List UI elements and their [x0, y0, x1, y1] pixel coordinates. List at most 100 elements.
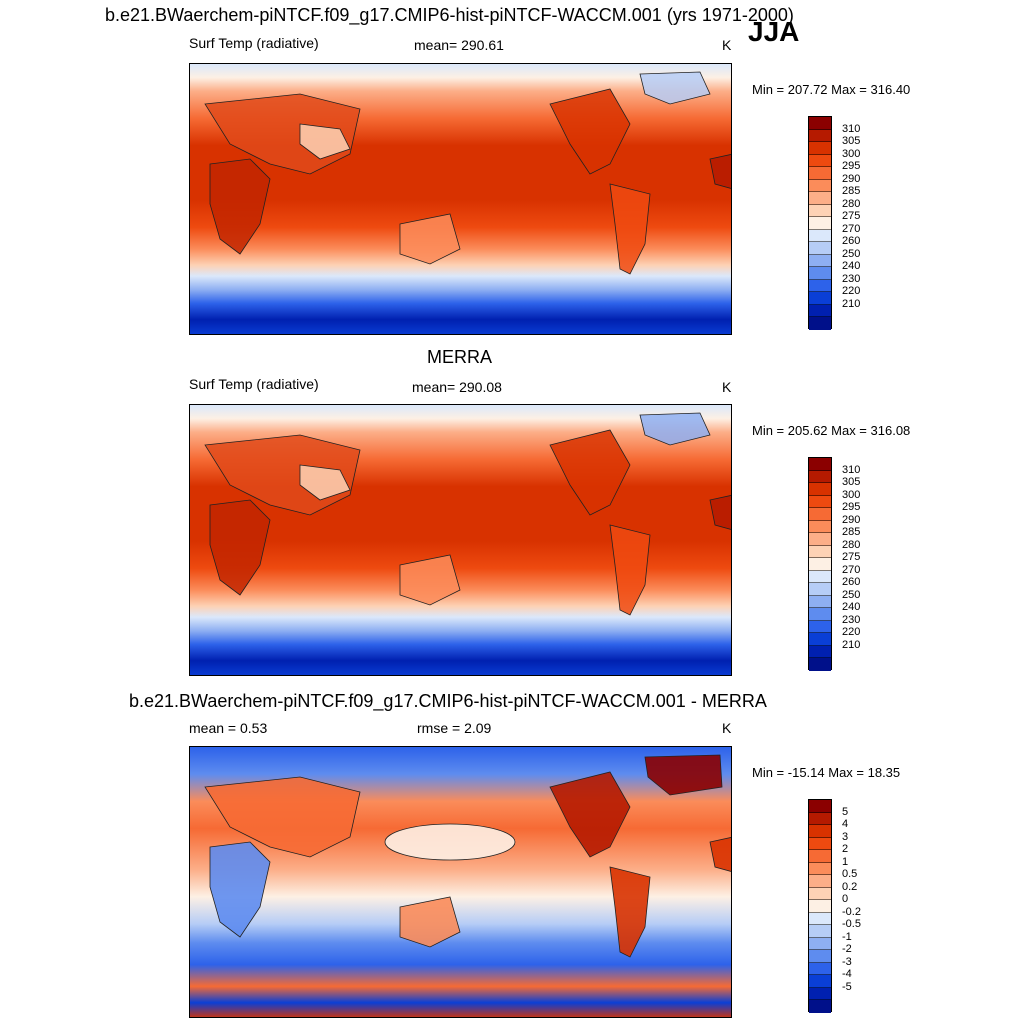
colorbar-swatch	[809, 583, 831, 596]
colorbar-swatch	[809, 850, 831, 863]
season-label: JJA	[748, 16, 800, 47]
colorbar-swatch	[809, 633, 831, 646]
colorbar-label: 275	[842, 210, 861, 223]
colorbar-label: 300	[842, 488, 861, 501]
colorbar-label: 220	[842, 285, 861, 298]
colorbar-label: 285	[842, 185, 861, 198]
colorbar-swatch	[809, 267, 831, 280]
colorbar-label: 250	[842, 247, 861, 260]
panel2-title: MERRA	[427, 347, 493, 367]
colorbar-label: 0	[842, 893, 849, 906]
colorbar-label: 300	[842, 147, 861, 160]
colorbar-label: 0.2	[842, 880, 858, 893]
colorbar-swatch	[809, 317, 831, 330]
panel2-minmax: Min = 205.62 Max = 316.08	[752, 423, 911, 438]
panel3-units: K	[722, 720, 732, 736]
colorbar-swatch	[809, 570, 831, 584]
colorbar-label: 285	[842, 526, 861, 539]
colorbar-swatch	[809, 558, 831, 571]
colorbar-swatch	[809, 192, 831, 205]
colorbar-swatch	[809, 950, 831, 963]
colorbar-label: 0.5	[842, 868, 858, 881]
colorbar-label: 305	[842, 135, 861, 148]
colorbar-swatch	[809, 508, 831, 521]
colorbar-swatch	[809, 304, 831, 318]
colorbar-swatch	[809, 167, 831, 180]
colorbar-label: -0.5	[842, 918, 861, 931]
colorbar-label: 290	[842, 513, 861, 526]
panel3-minmax: Min = -15.14 Max = 18.35	[752, 765, 901, 780]
colorbar-swatch	[809, 658, 831, 671]
colorbar-swatch	[809, 987, 831, 1001]
colorbar-label: -1	[842, 930, 852, 943]
colorbar-swatch	[809, 154, 831, 168]
colorbar-label: 260	[842, 576, 861, 589]
colorbar-label: 220	[842, 626, 861, 639]
colorbar-label: 310	[842, 463, 861, 476]
panel1-colorbar	[808, 116, 832, 330]
colorbar-label: -3	[842, 955, 852, 968]
colorbar-swatch	[809, 1000, 831, 1013]
panel3-map-svg	[190, 747, 731, 1017]
colorbar-label: 275	[842, 551, 861, 564]
colorbar-swatch	[809, 862, 831, 876]
colorbar-label: 230	[842, 613, 861, 626]
colorbar-swatch	[809, 645, 831, 659]
panel1-units: K	[722, 37, 732, 53]
colorbar-label: -4	[842, 968, 852, 981]
colorbar-swatch	[809, 900, 831, 913]
colorbar-swatch	[809, 812, 831, 826]
colorbar-swatch	[809, 608, 831, 621]
colorbar-label: 4	[842, 818, 849, 831]
colorbar-swatch	[809, 279, 831, 293]
colorbar-label: -2	[842, 943, 852, 956]
colorbar-swatch	[809, 495, 831, 509]
colorbar-label: 270	[842, 222, 861, 235]
colorbar-label: 240	[842, 260, 861, 273]
colorbar-swatch	[809, 142, 831, 155]
colorbar-swatch	[809, 595, 831, 609]
colorbar-label: 295	[842, 501, 861, 514]
panel2-variable: Surf Temp (radiative)	[189, 376, 319, 392]
colorbar-swatch	[809, 912, 831, 926]
panel3-rmse: rmse = 2.09	[417, 720, 492, 736]
colorbar-swatch	[809, 242, 831, 255]
figure-title: b.e21.BWaerchem-piNTCF.f09_g17.CMIP6-his…	[105, 5, 794, 25]
colorbar-label: 210	[842, 638, 861, 651]
colorbar-swatch	[809, 545, 831, 559]
colorbar-label: 280	[842, 197, 861, 210]
colorbar-swatch	[809, 129, 831, 143]
colorbar-label: 240	[842, 601, 861, 614]
colorbar-swatch	[809, 837, 831, 851]
colorbar-label: 310	[842, 122, 861, 135]
colorbar-swatch	[809, 254, 831, 268]
panel1-map	[189, 63, 732, 335]
colorbar-label: 290	[842, 172, 861, 185]
colorbar-swatch	[809, 470, 831, 484]
colorbar-swatch	[809, 975, 831, 988]
colorbar-swatch	[809, 217, 831, 230]
panel2-mean: mean= 290.08	[412, 379, 502, 395]
panel2-units: K	[722, 379, 732, 395]
colorbar-label: -5	[842, 980, 852, 993]
panel1-mean: mean= 290.61	[414, 37, 504, 53]
colorbar-label: 5	[842, 805, 849, 818]
colorbar-swatch	[809, 483, 831, 496]
colorbar-label: -0.2	[842, 905, 861, 918]
colorbar-label: 2	[842, 843, 849, 856]
panel1-minmax: Min = 207.72 Max = 316.40	[752, 82, 911, 97]
colorbar-label: 280	[842, 538, 861, 551]
colorbar-label: 305	[842, 476, 861, 489]
colorbar-swatch	[809, 800, 831, 813]
colorbar-label: 270	[842, 563, 861, 576]
colorbar-label: 3	[842, 830, 849, 843]
panel3-colorbar	[808, 799, 832, 1013]
colorbar-swatch	[809, 117, 831, 130]
colorbar-label: 295	[842, 160, 861, 173]
colorbar-swatch	[809, 292, 831, 305]
panel2-map	[189, 404, 732, 676]
panel3-map	[189, 746, 732, 1018]
colorbar-swatch	[809, 179, 831, 193]
panel2-map-svg	[190, 405, 731, 675]
colorbar-swatch	[809, 520, 831, 534]
